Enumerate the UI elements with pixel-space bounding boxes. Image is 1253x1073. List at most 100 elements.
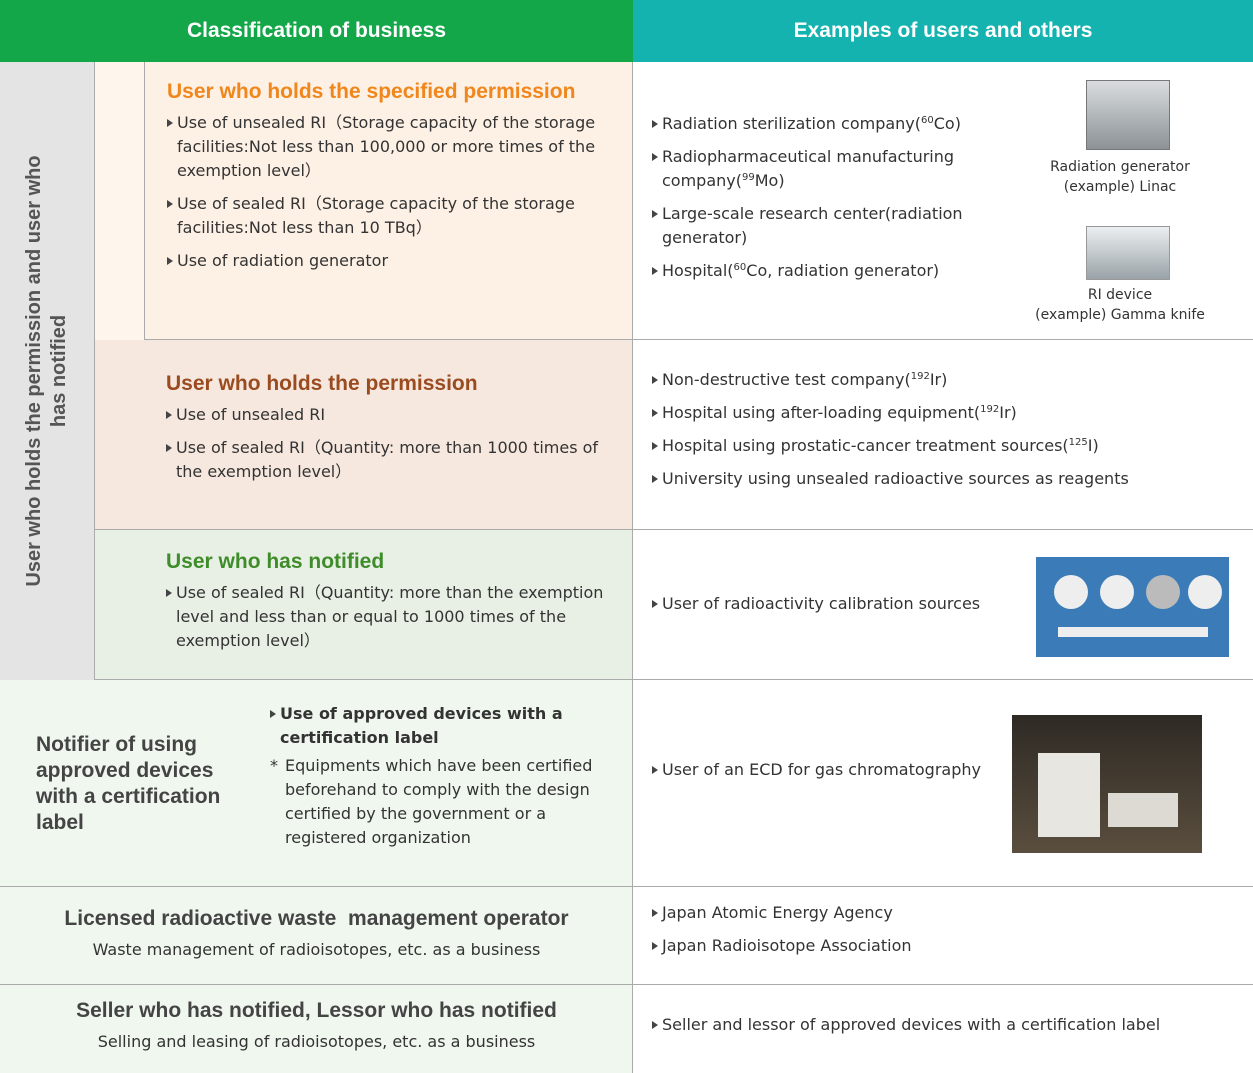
item: Use of unsealed RI: [166, 403, 609, 427]
photo-ecd: [1012, 715, 1202, 853]
example-text: Japan Atomic Energy Agency: [662, 903, 893, 922]
example-text: Hospital using prostatic-cancer treatmen…: [662, 436, 1069, 455]
item-list: Use of unsealed RI Use of sealed RI（Quant…: [166, 403, 609, 484]
row-title: User who holds the specified permission: [167, 80, 576, 103]
example-text: Mo): [754, 171, 785, 190]
example-list: User of radioactivity calibration source…: [652, 592, 1253, 616]
note-mark: *: [270, 756, 278, 775]
example-text: Hospital using after-loading equipment(: [662, 403, 981, 422]
example-text: User of an ECD for gas chromatography: [662, 760, 981, 779]
row-title: User who has notified: [166, 550, 385, 573]
example: Japan Atomic Energy Agency: [652, 901, 1253, 925]
example-text: Co): [933, 114, 961, 133]
bullet: [652, 409, 658, 417]
header-left: Classification of business: [0, 0, 633, 62]
bullet: [167, 257, 173, 265]
bullet: [166, 444, 172, 452]
caption-line: (example) Gamma knife: [1035, 307, 1205, 323]
item: Use of unsealed RI（Storage capacity of t…: [167, 111, 609, 183]
superscript: 60: [733, 262, 747, 273]
bullet: [166, 589, 172, 597]
item: Use of sealed RI（Quantity: more than the…: [166, 581, 609, 653]
row-title: Notifier of using approved devices with …: [36, 733, 221, 834]
bullet: [167, 200, 173, 208]
examples-cell: Seller and lessor of approved devices wi…: [633, 985, 1253, 1073]
item-list: Use of unsealed RI（Storage capacity of t…: [167, 111, 609, 273]
item-list: Use of sealed RI（Quantity: more than the…: [166, 581, 609, 653]
row-subtitle: Selling and leasing of radioisotopes, et…: [97, 1032, 536, 1051]
row-title: User who holds the permission: [166, 372, 478, 395]
example-text: Seller and lessor of approved devices wi…: [662, 1015, 1161, 1034]
examples-cell: Non-destructive test company(192Ir) Hospi…: [633, 340, 1253, 530]
superscript: 192: [910, 371, 930, 382]
row-cell: Licensed radioactive waste management op…: [0, 887, 633, 985]
example-text: Ir): [929, 370, 948, 389]
header-text: Classification of business: [186, 19, 447, 42]
figure-caption: RI device (example) Gamma knife: [1020, 285, 1220, 325]
photo-linac: [1086, 80, 1170, 150]
example: User of radioactivity calibration source…: [652, 592, 1253, 616]
example: Radiopharmaceutical manufacturing compan…: [652, 145, 982, 193]
example-text: University using unsealed radioactive so…: [662, 469, 1129, 488]
superscript: 125: [1068, 437, 1088, 448]
row-subtitle: Waste management of radioisotopes, etc. …: [92, 940, 541, 959]
note-text: Equipments which have been certified bef…: [285, 756, 593, 847]
item: Use of sealed RI（Storage capacity of the…: [167, 192, 609, 240]
example-text: Non-destructive test company(: [662, 370, 911, 389]
example-list: Japan Atomic Energy Agency Japan Radioiso…: [652, 901, 1253, 958]
item-text: Use of approved devices with a certifica…: [280, 704, 563, 747]
example-list: Radiation sterilization company(60Co) Rad…: [652, 112, 982, 283]
example: Japan Radioisotope Association: [652, 934, 1253, 958]
example-text: Hospital(: [662, 261, 734, 280]
example-text: Large-scale research center(radiation ge…: [662, 204, 963, 247]
item-text: Use of unsealed RI: [176, 405, 326, 424]
header-text: Examples of users and others: [793, 19, 1093, 42]
bullet: [652, 475, 658, 483]
row-title: Licensed radioactive waste management op…: [64, 907, 569, 930]
bullet: [652, 442, 658, 450]
example-text: Japan Radioisotope Association: [662, 936, 912, 955]
superscript: 192: [980, 404, 1000, 415]
example: Large-scale research center(radiation ge…: [652, 202, 982, 250]
bullet: [652, 942, 658, 950]
item-text: Use of radiation generator: [177, 251, 389, 270]
superscript: 60: [921, 115, 934, 126]
examples-cell: Radiation sterilization company(60Co) Rad…: [633, 62, 1253, 340]
example-list: Non-destructive test company(192Ir) Hospi…: [652, 368, 1253, 491]
example-text: I): [1087, 436, 1099, 455]
caption-line: Radiation generator: [1050, 159, 1190, 175]
divider: [632, 62, 633, 1073]
bullet: [652, 153, 658, 161]
item: Use of approved devices with a certifica…: [270, 702, 615, 750]
photo-calibration-sources: [1036, 557, 1229, 657]
example: University using unsealed radioactive so…: [652, 467, 1253, 491]
examples-cell: Japan Atomic Energy Agency Japan Radioiso…: [633, 887, 1253, 985]
photo-gamma-knife: [1086, 226, 1170, 280]
side-label-cell: User who holds the permission and user w…: [0, 62, 95, 680]
item-text: Use of sealed RI（Quantity: more than the…: [176, 583, 604, 650]
note: * Equipments which have been certified be…: [270, 754, 615, 850]
header-right: Examples of users and others: [633, 0, 1253, 62]
row-cell: Notifier of using approved devices with …: [0, 680, 633, 887]
bullet: [652, 909, 658, 917]
item: Use of radiation generator: [167, 249, 609, 273]
bullet: [652, 376, 658, 384]
examples-cell: User of an ECD for gas chromatography: [633, 680, 1253, 887]
item-text: Use of sealed RI（Storage capacity of the…: [177, 194, 575, 237]
example: Hospital(60Co, radiation generator): [652, 259, 982, 283]
examples-cell: User of radioactivity calibration source…: [633, 530, 1253, 680]
caption-line: (example) Linac: [1063, 179, 1177, 195]
bullet: [652, 210, 658, 218]
example: Radiation sterilization company(60Co): [652, 112, 982, 136]
row-title: Seller who has notified, Lessor who has …: [76, 999, 557, 1022]
item-text: Use of unsealed RI（Storage capacity of t…: [177, 113, 596, 180]
superscript: 99: [741, 172, 755, 183]
example: Hospital using after-loading equipment(1…: [652, 401, 1253, 425]
row-cell: User who holds the permission Use of unse…: [95, 340, 633, 530]
item: Use of sealed RI（Quantity: more than 100…: [166, 436, 609, 484]
figure-caption: Radiation generator (example) Linac: [1020, 157, 1220, 197]
row-cell: Seller who has notified, Lessor who has …: [0, 985, 633, 1073]
example-text: Co, radiation generator): [746, 261, 940, 280]
example-text: Ir): [999, 403, 1017, 422]
